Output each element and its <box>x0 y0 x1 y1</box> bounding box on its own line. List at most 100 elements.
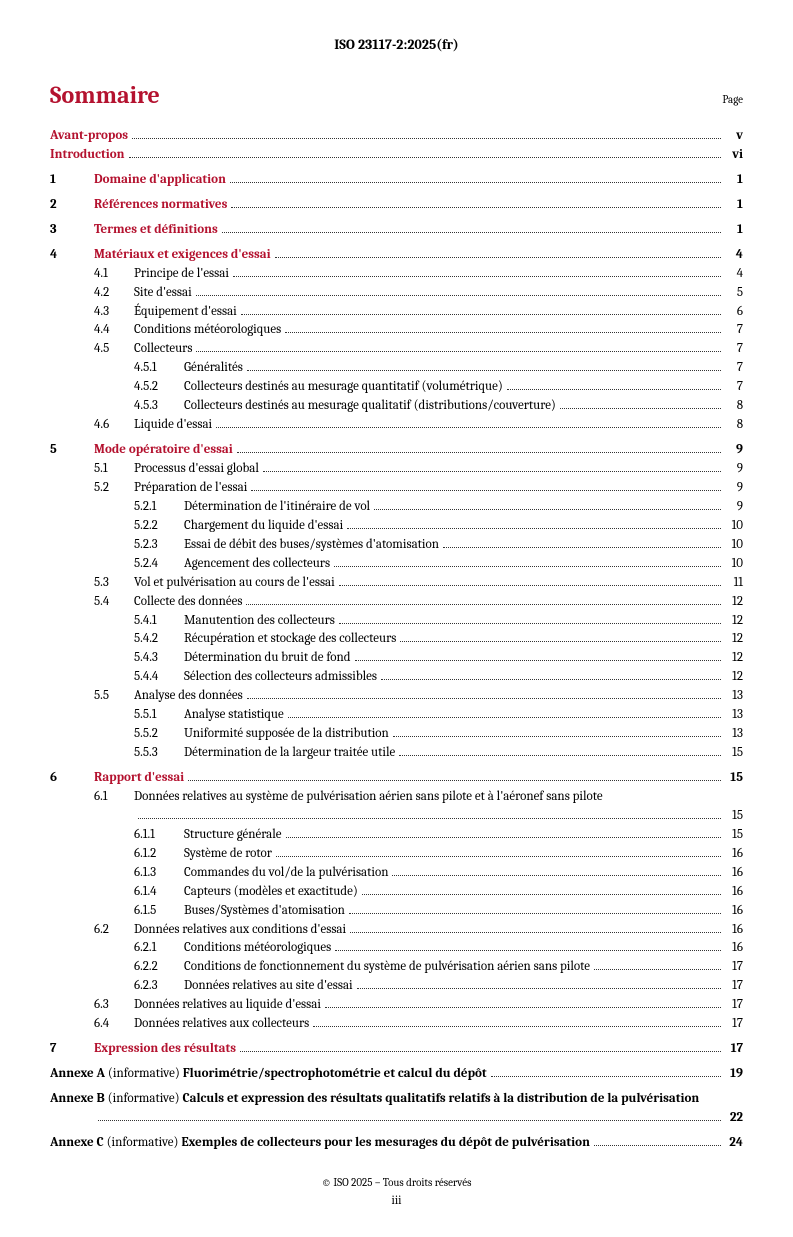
toc-subsubsection-number: 6.1.3 <box>134 864 184 882</box>
toc-leader-dots <box>374 509 721 510</box>
toc-subsection-row: 5.1Processus d'essai global9 <box>50 460 743 478</box>
toc-label: Termes et définitions <box>94 221 218 239</box>
toc-label: Annexe B (informative) Calculs et expres… <box>50 1090 743 1108</box>
toc-page: 15 <box>725 826 743 844</box>
toc-page: 19 <box>725 1065 743 1083</box>
toc-page: 9 <box>725 441 743 459</box>
toc-leader-dots <box>216 427 721 428</box>
toc-subsection-row: 4.6Liquide d'essai8 <box>50 416 743 434</box>
toc-leader-dots <box>275 257 721 258</box>
toc-page: 15 <box>725 744 743 762</box>
toc-subsection-number: 4.5 <box>94 340 134 358</box>
toc-page: v <box>725 127 743 145</box>
toc-label: Système de rotor <box>184 845 272 863</box>
toc-page: 1 <box>725 171 743 189</box>
toc-label: Liquide d'essai <box>134 416 212 434</box>
toc-page: 9 <box>725 460 743 478</box>
toc-leader-dots <box>222 232 721 233</box>
toc-page: 9 <box>725 479 743 497</box>
toc-page: 10 <box>725 555 743 573</box>
toc-leader-dots <box>491 1076 721 1077</box>
toc-subsection-row-cont: 15 <box>50 807 743 825</box>
toc-subsubsection-row: 4.5.1Généralités7 <box>50 359 743 377</box>
toc-subsubsection-row: 4.5.2Collecteurs destinés au mesurage qu… <box>50 378 743 396</box>
toc-subsubsection-number: 6.1.4 <box>134 883 184 901</box>
toc-section-row: 3Termes et définitions1 <box>50 221 743 239</box>
toc-label: Équipement d'essai <box>134 303 237 321</box>
toc-subsection-number: 6.4 <box>94 1015 134 1033</box>
doc-header: ISO 23117-2:2025(fr) <box>50 36 743 53</box>
toc-subsubsection-number: 6.2.1 <box>134 939 184 957</box>
toc-leader-dots <box>362 894 721 895</box>
toc-label: Expression des résultats <box>94 1040 236 1058</box>
toc-subsubsection-row: 4.5.3Collecteurs destinés au mesurage qu… <box>50 397 743 415</box>
toc-subsection-row: 5.3Vol et pulvérisation au cours de l'es… <box>50 574 743 592</box>
toc-subsubsection-row: 6.2.1Conditions météorologiques16 <box>50 939 743 957</box>
toc-section-number: 1 <box>50 171 94 189</box>
toc-leader-dots <box>507 389 721 390</box>
toc-front-row: Introductionvi <box>50 146 743 164</box>
toc-page: 9 <box>725 498 743 516</box>
toc-leader-dots <box>246 604 721 605</box>
table-of-contents: Avant-proposvIntroductionvi1Domaine d'ap… <box>50 127 743 1152</box>
toc-page: 6 <box>725 303 743 321</box>
toc-subsubsection-row: 5.5.2Uniformité supposée de la distribut… <box>50 725 743 743</box>
toc-subsection-number: 5.3 <box>94 574 134 592</box>
toc-page: 8 <box>725 397 743 415</box>
toc-subsubsection-number: 5.4.4 <box>134 668 184 686</box>
footer-page-number: iii <box>50 1193 743 1207</box>
toc-page: 16 <box>725 902 743 920</box>
toc-label: Données relatives au liquide d'essai <box>134 996 321 1014</box>
toc-page: 4 <box>725 246 743 264</box>
toc-label: Principe de l'essai <box>134 265 229 283</box>
toc-subsubsection-row: 6.2.3Données relatives au site d'essai17 <box>50 977 743 995</box>
toc-subsubsection-number: 5.5.1 <box>134 706 184 724</box>
toc-page: 16 <box>725 864 743 882</box>
toc-leader-dots <box>247 370 721 371</box>
toc-page: 16 <box>725 921 743 939</box>
toc-page: 10 <box>725 517 743 535</box>
toc-leader-dots <box>393 736 721 737</box>
toc-section-row: 2Références normatives1 <box>50 196 743 214</box>
toc-label: Données relatives aux collecteurs <box>134 1015 309 1033</box>
toc-label: Analyse statistique <box>184 706 284 724</box>
toc-page: vi <box>725 146 743 164</box>
toc-section-number: 7 <box>50 1040 94 1058</box>
toc-label: Références normatives <box>94 196 227 214</box>
toc-page: 1 <box>725 221 743 239</box>
toc-subsubsection-number: 6.1.2 <box>134 845 184 863</box>
toc-page: 17 <box>725 996 743 1014</box>
toc-leader-dots <box>357 988 721 989</box>
toc-label: Annexe C (informative) Exemples de colle… <box>50 1134 590 1152</box>
toc-leader-dots <box>188 780 721 781</box>
toc-subsection-row: 4.2Site d'essai5 <box>50 284 743 302</box>
toc-subsection-number: 5.2 <box>94 479 134 497</box>
toc-leader-dots <box>276 856 721 857</box>
toc-leader-dots <box>594 1145 721 1146</box>
toc-label: Données relatives aux conditions d'essai <box>134 921 346 939</box>
toc-page: 13 <box>725 687 743 705</box>
toc-subsection-row: 4.1Principe de l'essai4 <box>50 265 743 283</box>
toc-page: 10 <box>725 536 743 554</box>
toc-subsubsection-row: 5.5.1Analyse statistique13 <box>50 706 743 724</box>
toc-section-row: 1Domaine d'application1 <box>50 171 743 189</box>
toc-leader-dots <box>138 818 721 819</box>
toc-leader-dots <box>560 408 721 409</box>
toc-label: Détermination de l'itinéraire de vol <box>184 498 370 516</box>
toc-label: Récupération et stockage des collecteurs <box>184 630 396 648</box>
toc-subsection-number: 6.3 <box>94 996 134 1014</box>
toc-leader-dots <box>98 1120 721 1121</box>
toc-page: 5 <box>725 284 743 302</box>
toc-subsubsection-row: 6.1.3Commandes du vol/de la pulvérisatio… <box>50 864 743 882</box>
toc-subsubsection-number: 6.2.2 <box>134 958 184 976</box>
toc-label: Conditions météorologiques <box>134 321 281 339</box>
toc-subsubsection-row: 5.2.3Essai de débit des buses/systèmes d… <box>50 536 743 554</box>
toc-label: Vol et pulvérisation au cours de l'essai <box>134 574 335 592</box>
toc-subsubsection-row: 5.4.1Manutention des collecteurs12 <box>50 612 743 630</box>
toc-label: Buses/Systèmes d'atomisation <box>184 902 345 920</box>
toc-label: Sélection des collecteurs admissibles <box>184 668 377 686</box>
toc-subsubsection-number: 6.1.5 <box>134 902 184 920</box>
toc-annex-row-cont: 22 <box>50 1109 743 1127</box>
toc-leader-dots <box>349 913 721 914</box>
toc-subsection-row: 6.2Données relatives aux conditions d'es… <box>50 921 743 939</box>
